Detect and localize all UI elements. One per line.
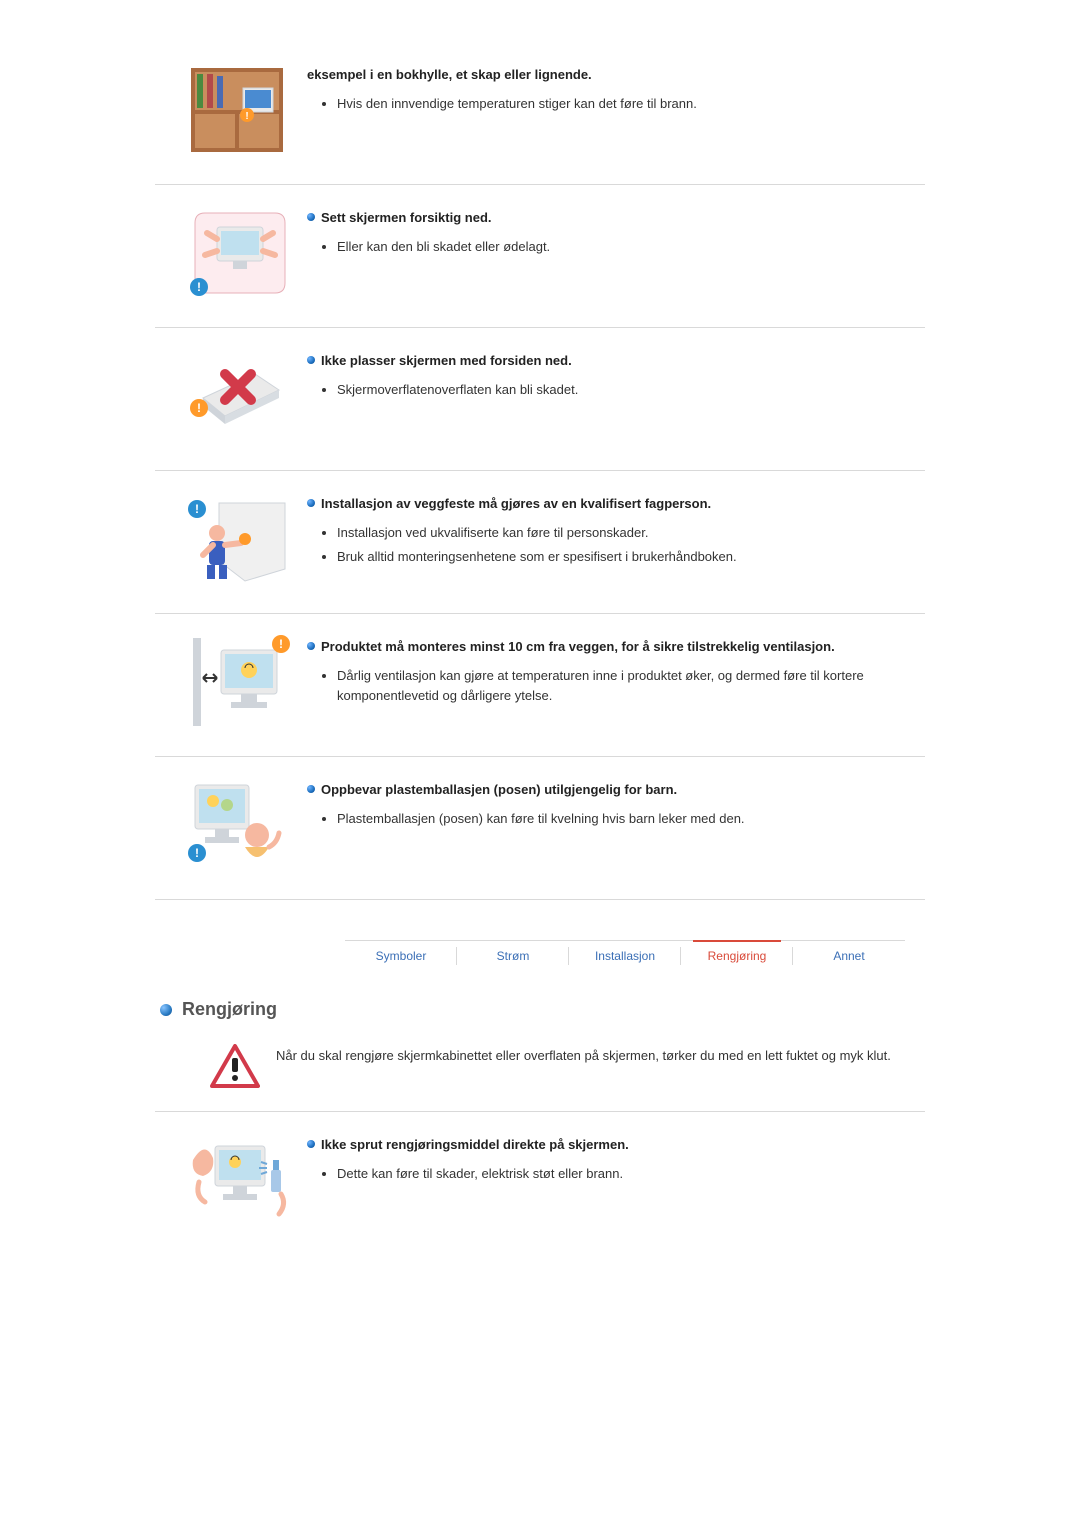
bullet-icon — [307, 1140, 315, 1148]
section-nav: Symboler Strøm Installasjon Rengjøring A… — [345, 940, 905, 971]
svg-text:!: ! — [195, 846, 199, 860]
safety-item: ! Installasjon av veggfeste må gjøres av… — [155, 471, 925, 614]
nav-active-underline — [693, 940, 781, 942]
section-title-row: Rengjøring — [160, 999, 925, 1020]
nav-label: Annet — [833, 949, 864, 963]
safety-item: ! Produktet må monteres minst 10 cm fra … — [155, 614, 925, 757]
item-text-block: Installasjon av veggfeste må gjøres av e… — [307, 489, 925, 570]
item-points: Hvis den innvendige temperaturen stiger … — [307, 94, 909, 114]
nav-tab-symboler[interactable]: Symboler — [345, 941, 457, 971]
bullet-icon — [307, 213, 315, 221]
safety-item: ! Oppbevar plastemballasjen (posen) util… — [155, 757, 925, 900]
bullet-icon — [307, 499, 315, 507]
safety-item: Ikke sprut rengjøringsmiddel direkte på … — [155, 1112, 925, 1254]
item-points: Installasjon ved ukvalifiserte kan føre … — [307, 523, 909, 566]
item-point: Bruk alltid monteringsenhetene som er sp… — [337, 547, 909, 567]
item-points: Skjermoverflatenoverflaten kan bli skade… — [307, 380, 909, 400]
item-points: Dårlig ventilasjon kan gjøre at temperat… — [307, 666, 909, 705]
safety-item: ! Ikke plasser skjermen med forsiden ned… — [155, 328, 925, 471]
item-point: Installasjon ved ukvalifiserte kan føre … — [337, 523, 909, 543]
safety-item: ! eksempel i en bokhylle, et skap eller … — [155, 60, 925, 185]
item-text-block: Ikke sprut rengjøringsmiddel direkte på … — [307, 1130, 925, 1188]
item-heading: Installasjon av veggfeste må gjøres av e… — [321, 495, 711, 513]
nav-tab-installasjon[interactable]: Installasjon — [569, 941, 681, 971]
item-point: Plastemballasjen (posen) kan føre til kv… — [337, 809, 909, 829]
item-text-block: Ikke plasser skjermen med forsiden ned. … — [307, 346, 925, 404]
item-heading: eksempel i en bokhylle, et skap eller li… — [307, 66, 592, 84]
bullet-icon — [307, 785, 315, 793]
item-points: Plastemballasjen (posen) kan føre til kv… — [307, 809, 909, 829]
item-text-block: Oppbevar plastemballasjen (posen) utilgj… — [307, 775, 925, 833]
nav-tab-annet[interactable]: Annet — [793, 941, 905, 971]
item-text-block: Produktet må monteres minst 10 cm fra ve… — [307, 632, 925, 709]
bookshelf-monitor-icon: ! — [185, 60, 295, 160]
item-text-block: Sett skjermen forsiktig ned. Eller kan d… — [307, 203, 925, 261]
section-intro: Når du skal rengjøre skjermkabinettet el… — [155, 1030, 925, 1112]
item-heading: Produktet må monteres minst 10 cm fra ve… — [321, 638, 835, 656]
section-title: Rengjøring — [182, 999, 277, 1020]
spray-cleaner-icon — [185, 1130, 295, 1230]
nav-label: Symboler — [376, 949, 427, 963]
face-down-x-icon: ! — [185, 346, 295, 446]
safety-item: ! Sett skjermen forsiktig ned. Eller kan… — [155, 185, 925, 328]
svg-text:!: ! — [197, 401, 201, 415]
intro-text: Når du skal rengjøre skjermkabinettet el… — [276, 1044, 925, 1066]
svg-text:!: ! — [197, 280, 201, 294]
item-heading: Sett skjermen forsiktig ned. — [321, 209, 492, 227]
plastic-bag-child-icon: ! — [185, 775, 295, 875]
svg-text:!: ! — [245, 111, 248, 122]
item-point: Dårlig ventilasjon kan gjøre at temperat… — [337, 666, 909, 705]
set-down-carefully-icon: ! — [185, 203, 295, 303]
svg-text:!: ! — [195, 502, 199, 516]
item-point: Eller kan den bli skadet eller ødelagt. — [337, 237, 909, 257]
item-points: Dette kan føre til skader, elektrisk stø… — [307, 1164, 909, 1184]
bullet-icon — [307, 642, 315, 650]
item-heading: Ikke sprut rengjøringsmiddel direkte på … — [321, 1136, 629, 1154]
item-point: Dette kan føre til skader, elektrisk stø… — [337, 1164, 909, 1184]
wall-distance-icon: ! — [185, 632, 295, 732]
item-heading: Oppbevar plastemballasjen (posen) utilgj… — [321, 781, 677, 799]
document-page: ! eksempel i en bokhylle, et skap eller … — [155, 0, 925, 1334]
nav-label: Rengjøring — [708, 949, 767, 963]
nav-tab-rengjoring[interactable]: Rengjøring — [681, 941, 793, 971]
bullet-icon — [307, 356, 315, 364]
item-point: Skjermoverflatenoverflaten kan bli skade… — [337, 380, 909, 400]
section-bullet-icon — [160, 1004, 172, 1016]
item-heading: Ikke plasser skjermen med forsiden ned. — [321, 352, 572, 370]
svg-text:!: ! — [279, 637, 283, 651]
nav-label: Installasjon — [595, 949, 655, 963]
nav-tab-strom[interactable]: Strøm — [457, 941, 569, 971]
nav-label: Strøm — [497, 949, 530, 963]
warning-triangle-icon — [210, 1044, 260, 1093]
item-text-block: eksempel i en bokhylle, et skap eller li… — [307, 60, 925, 118]
wall-mount-installer-icon: ! — [185, 489, 295, 589]
item-point: Hvis den innvendige temperaturen stiger … — [337, 94, 909, 114]
item-points: Eller kan den bli skadet eller ødelagt. — [307, 237, 909, 257]
